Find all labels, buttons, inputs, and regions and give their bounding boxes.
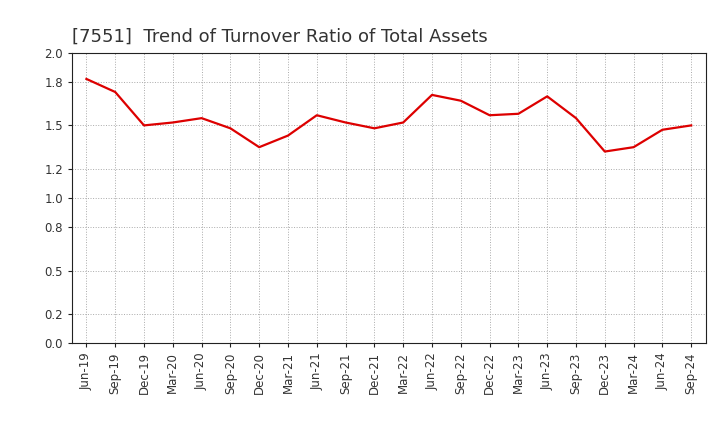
Text: [7551]  Trend of Turnover Ratio of Total Assets: [7551] Trend of Turnover Ratio of Total … bbox=[72, 28, 487, 46]
